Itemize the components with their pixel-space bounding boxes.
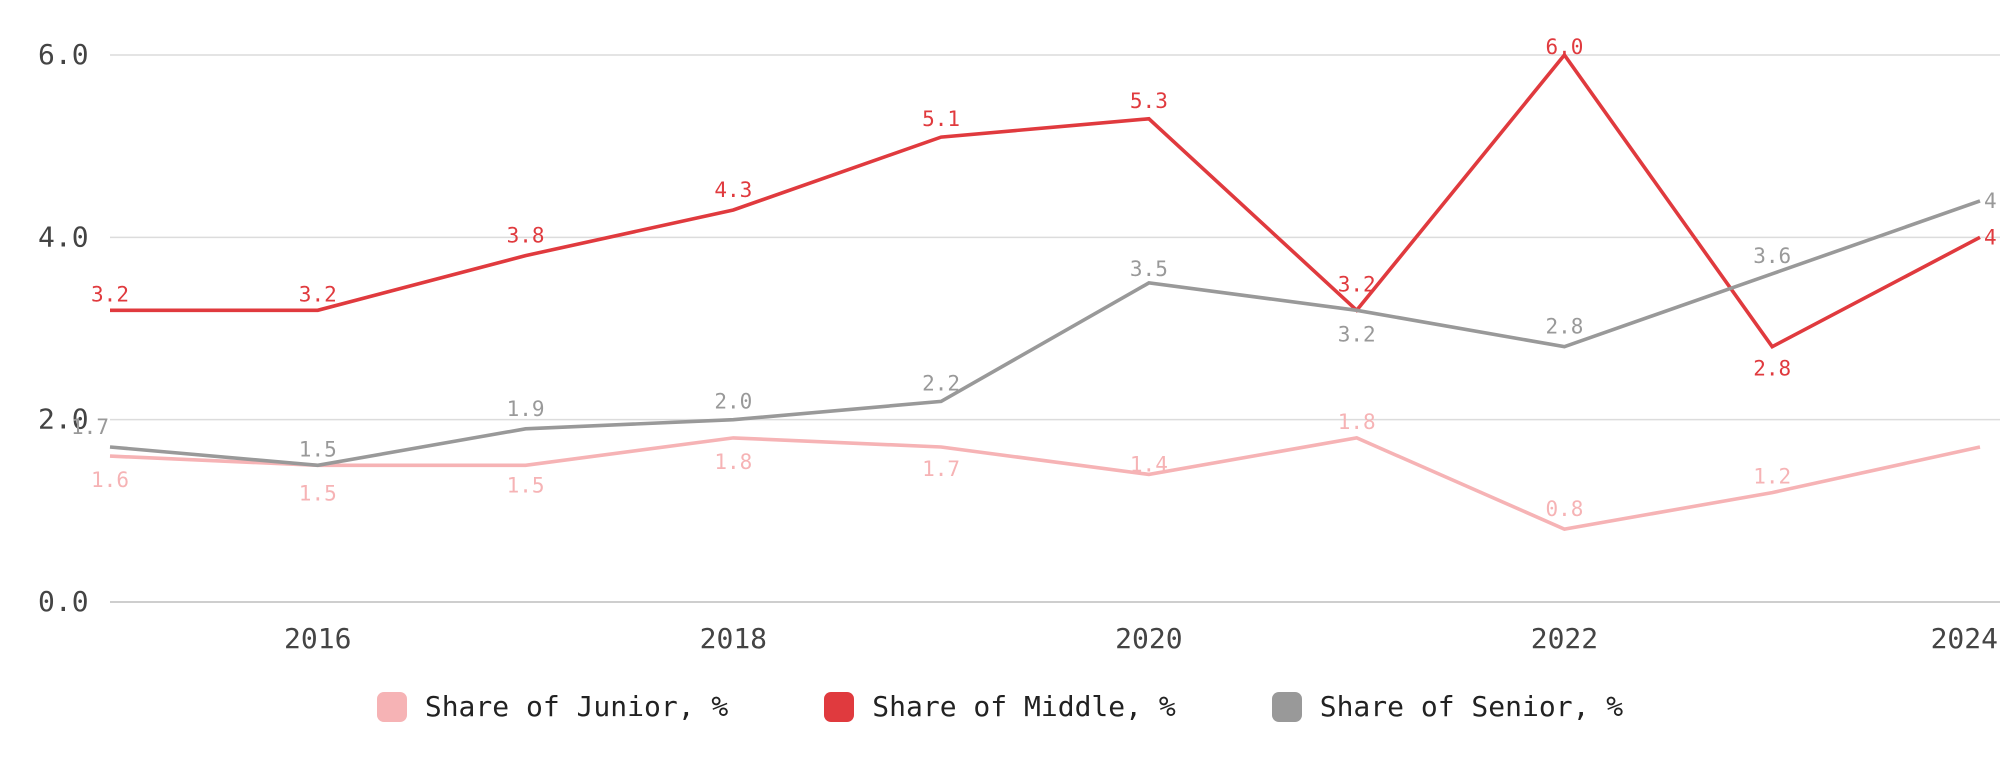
series-lines [109, 52, 1981, 531]
data-label-s0-p5: 1.4 [1130, 452, 1168, 476]
data-label-s1-p2: 3.8 [507, 224, 545, 248]
legend-label-junior: Share of Junior, % [424, 690, 729, 723]
data-label-s2-p7: 2.8 [1545, 315, 1583, 339]
data-label-s2-p0: 1.7 [71, 415, 109, 439]
data-label-s1-p6: 3.2 [1338, 272, 1376, 296]
y-tick-label-3: 6.0 [38, 38, 89, 71]
data-label-s2-p8: 3.6 [1753, 244, 1791, 268]
legend: Share of Junior, % Share of Middle, % Sh… [0, 690, 2000, 723]
x-tick-label-2018: 2018 [700, 622, 767, 655]
data-label-s0-p3: 1.8 [714, 450, 752, 474]
data-label-s1-p9: 4.0 [1984, 225, 2000, 249]
data-label-s0-p6: 1.8 [1338, 410, 1376, 434]
legend-swatch-senior [1271, 691, 1302, 722]
data-label-s2-p3: 2.0 [714, 390, 752, 414]
data-label-s1-p4: 5.1 [922, 107, 960, 131]
series-line-2 [109, 199, 1981, 468]
legend-label-middle: Share of Middle, % [872, 690, 1176, 723]
data-label-s0-p4: 1.7 [922, 457, 960, 481]
data-label-s1-p0: 3.2 [91, 282, 129, 306]
data-label-s2-p9: 4.4 [1984, 189, 2000, 213]
data-label-s0-p7: 0.8 [1545, 497, 1583, 521]
series-line-0 [109, 436, 1981, 531]
legend-item-junior: Share of Junior, % [376, 690, 729, 723]
data-label-s1-p7: 6.0 [1545, 35, 1583, 59]
data-label-s2-p2: 1.9 [507, 397, 545, 421]
legend-item-senior: Share of Senior, % [1271, 690, 1624, 723]
data-label-s2-p4: 2.2 [922, 371, 960, 395]
axes: 0.0 2.0 4.0 6.0 2016 2018 2020 2022 2024 [38, 38, 2000, 655]
data-label-s1-p3: 4.3 [714, 178, 752, 202]
data-label-s0-p1: 1.5 [299, 481, 337, 505]
x-tick-label-2016: 2016 [284, 622, 351, 655]
series-line-1 [110, 52, 1981, 350]
data-label-s0-p8: 1.2 [1753, 465, 1791, 489]
data-label-s1-p8: 2.8 [1753, 357, 1791, 381]
data-labels: 1.6 1.5 1.5 1.8 1.7 1.4 1.8 0.8 1.2 3.2 3.2 3.8 4.3 5… [71, 35, 2000, 521]
y-tick-label-1: 2.0 [38, 403, 89, 436]
data-label-s1-p5: 5.3 [1130, 89, 1168, 113]
data-label-s0-p0: 1.6 [91, 468, 129, 492]
x-tick-label-2022: 2022 [1531, 622, 1598, 655]
legend-swatch-junior [376, 691, 407, 722]
data-label-s1-p1: 3.2 [299, 282, 337, 306]
x-tick-label-2024: 2024 [1931, 622, 1998, 655]
data-label-s2-p5: 3.5 [1130, 257, 1168, 281]
legend-swatch-middle [824, 691, 855, 722]
legend-item-middle: Share of Middle, % [824, 690, 1176, 723]
legend-label-senior: Share of Senior, % [1319, 690, 1624, 723]
grid-lines [110, 54, 2000, 421]
data-label-s2-p1: 1.5 [299, 437, 337, 461]
y-tick-label-0: 0.0 [38, 585, 89, 618]
y-tick-label-2: 4.0 [38, 220, 89, 253]
data-label-s0-p2: 1.5 [507, 473, 545, 497]
x-tick-label-2020: 2020 [1115, 622, 1182, 655]
data-label-s2-p6: 3.2 [1338, 322, 1376, 346]
